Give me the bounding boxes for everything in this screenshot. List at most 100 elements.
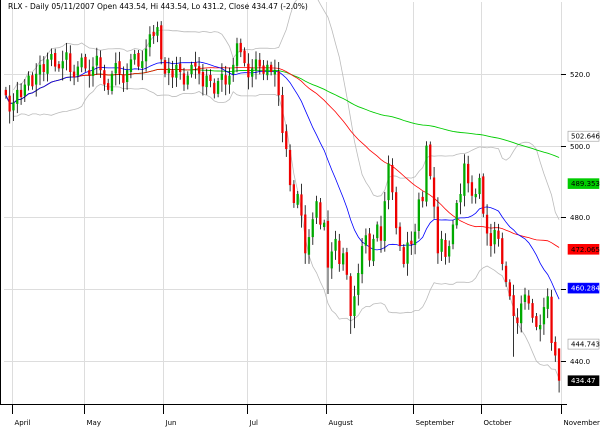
candle-body-47: [182, 73, 186, 85]
candle-body-5: [23, 84, 26, 96]
candle-111: [425, 141, 428, 207]
candle-22: [88, 59, 91, 88]
candle-body-65: [251, 68, 254, 77]
candle-body-22: [88, 70, 91, 76]
candle-13: [54, 48, 57, 72]
month-label-1: May: [87, 419, 101, 427]
candle-29: [114, 52, 117, 86]
candle-122: [467, 155, 470, 193]
candle-45: [175, 56, 178, 87]
candle-81: [311, 212, 314, 245]
y-tick-label-1: 500.0: [570, 143, 590, 151]
candle-137: [523, 287, 527, 310]
candle-50: [194, 51, 197, 79]
candle-body-103: [395, 192, 398, 229]
candle-body-11: [46, 59, 49, 74]
candle-88: [338, 233, 341, 272]
candle-body-112: [429, 144, 432, 177]
candle-18: [72, 64, 76, 86]
candle-body-141: [539, 325, 542, 330]
candle-body-101: [387, 163, 390, 201]
candle-body-54: [209, 74, 212, 81]
candle-144: [550, 289, 553, 351]
candle-body-137: [523, 294, 527, 302]
candle-104: [398, 222, 402, 251]
candle-62: [239, 38, 242, 58]
candle-body-56: [216, 81, 220, 94]
candle-body-74: [285, 131, 288, 150]
candle-34: [133, 49, 136, 65]
candle-39: [152, 25, 155, 44]
candle-body-107: [410, 240, 413, 245]
month-label-3: Jul: [249, 419, 259, 427]
bollinger-upper-band: [13, 0, 560, 220]
candle-38: [148, 26, 151, 57]
candle-70: [270, 61, 273, 76]
candle-body-33: [129, 59, 133, 72]
candles-layer: [4, 21, 561, 393]
candle-body-116: [444, 240, 447, 257]
candle-84: [323, 219, 326, 231]
candle-body-104: [398, 226, 402, 247]
candle-body-133: [508, 282, 511, 297]
candle-78: [300, 183, 303, 228]
candle-110: [421, 191, 424, 208]
candle-98: [376, 221, 379, 242]
candle-body-12: [50, 54, 53, 60]
candle-72: [277, 62, 280, 106]
candle-body-8: [35, 73, 38, 85]
candle-87: [334, 230, 337, 260]
price-badge-label-3: 460.284: [571, 285, 600, 293]
candle-106: [406, 231, 409, 276]
candle-body-55: [213, 82, 216, 94]
candle-140: [535, 313, 538, 331]
candle-139: [531, 298, 534, 323]
candle-body-51: [198, 66, 201, 74]
candle-body-126: [482, 176, 485, 214]
candle-136: [520, 295, 523, 333]
candle-body-134: [512, 295, 515, 316]
candle-body-78: [300, 194, 303, 216]
candle-body-102: [391, 165, 394, 193]
candle-body-95: [364, 235, 367, 246]
candle-body-136: [520, 303, 523, 324]
price-badge-box-3: [567, 282, 600, 294]
candle-66: [254, 51, 258, 80]
y-tick-label-0: 520.0: [570, 71, 590, 79]
candle-138: [527, 290, 530, 310]
candle-117: [448, 240, 451, 263]
candle-body-144: [550, 296, 553, 343]
candle-body-18: [72, 71, 76, 78]
candle-123: [470, 175, 474, 204]
price-badge-box-1: [567, 178, 600, 189]
candle-43: [167, 57, 170, 86]
candle-body-92: [353, 296, 356, 316]
candle-body-66: [254, 59, 258, 71]
candle-59: [228, 67, 231, 94]
candle-76: [292, 180, 295, 208]
candle-body-87: [334, 238, 337, 251]
month-label-6: October: [484, 419, 512, 427]
candle-body-127: [485, 214, 489, 234]
candle-24: [95, 47, 98, 75]
candle-body-135: [516, 317, 519, 324]
candle-body-1: [8, 95, 11, 112]
candle-95: [364, 228, 367, 254]
price-badge-box-2: [567, 244, 600, 255]
candle-body-69: [266, 64, 269, 76]
candle-body-20: [80, 57, 83, 68]
candle-body-64: [247, 63, 250, 78]
candle-109: [417, 192, 420, 239]
candle-body-39: [152, 31, 155, 37]
candle-body-88: [338, 240, 341, 264]
moving-averages-layer: [5, 61, 560, 300]
candle-body-45: [175, 64, 178, 78]
candle-body-125: [478, 177, 481, 195]
candle-body-145: [554, 341, 557, 356]
candle-body-60: [232, 64, 235, 75]
candle-body-3: [16, 89, 19, 104]
candle-body-118: [451, 224, 455, 245]
candle-129: [493, 221, 496, 254]
candle-7: [31, 72, 34, 90]
